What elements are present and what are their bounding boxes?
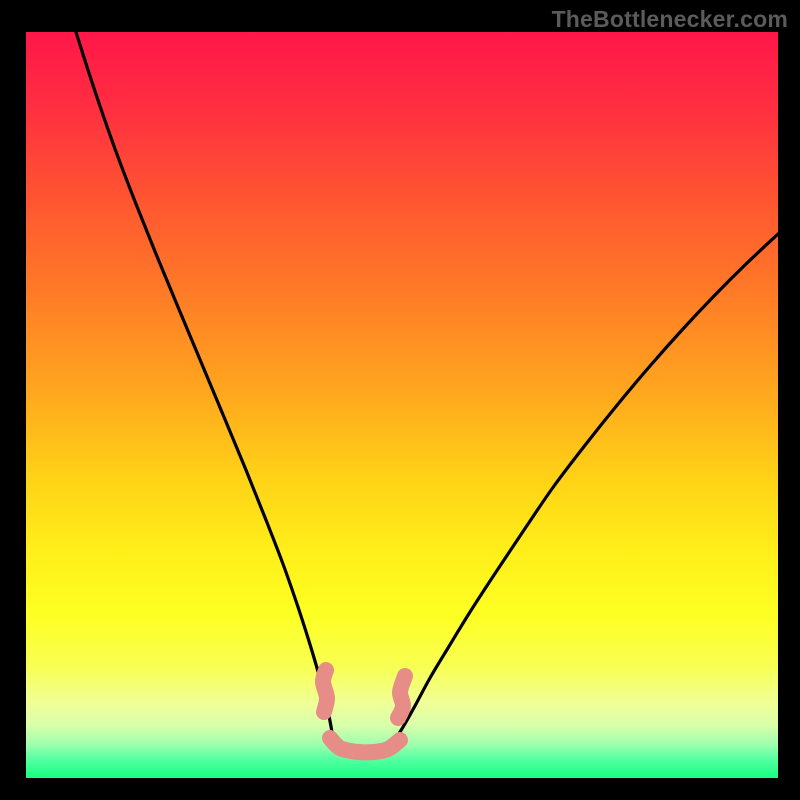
bottleneck-plot	[26, 32, 778, 778]
watermark-label: TheBottlenecker.com	[552, 6, 788, 33]
salmon-marker-0	[323, 670, 327, 712]
gradient-background	[26, 32, 778, 778]
salmon-marker-1	[398, 676, 405, 718]
